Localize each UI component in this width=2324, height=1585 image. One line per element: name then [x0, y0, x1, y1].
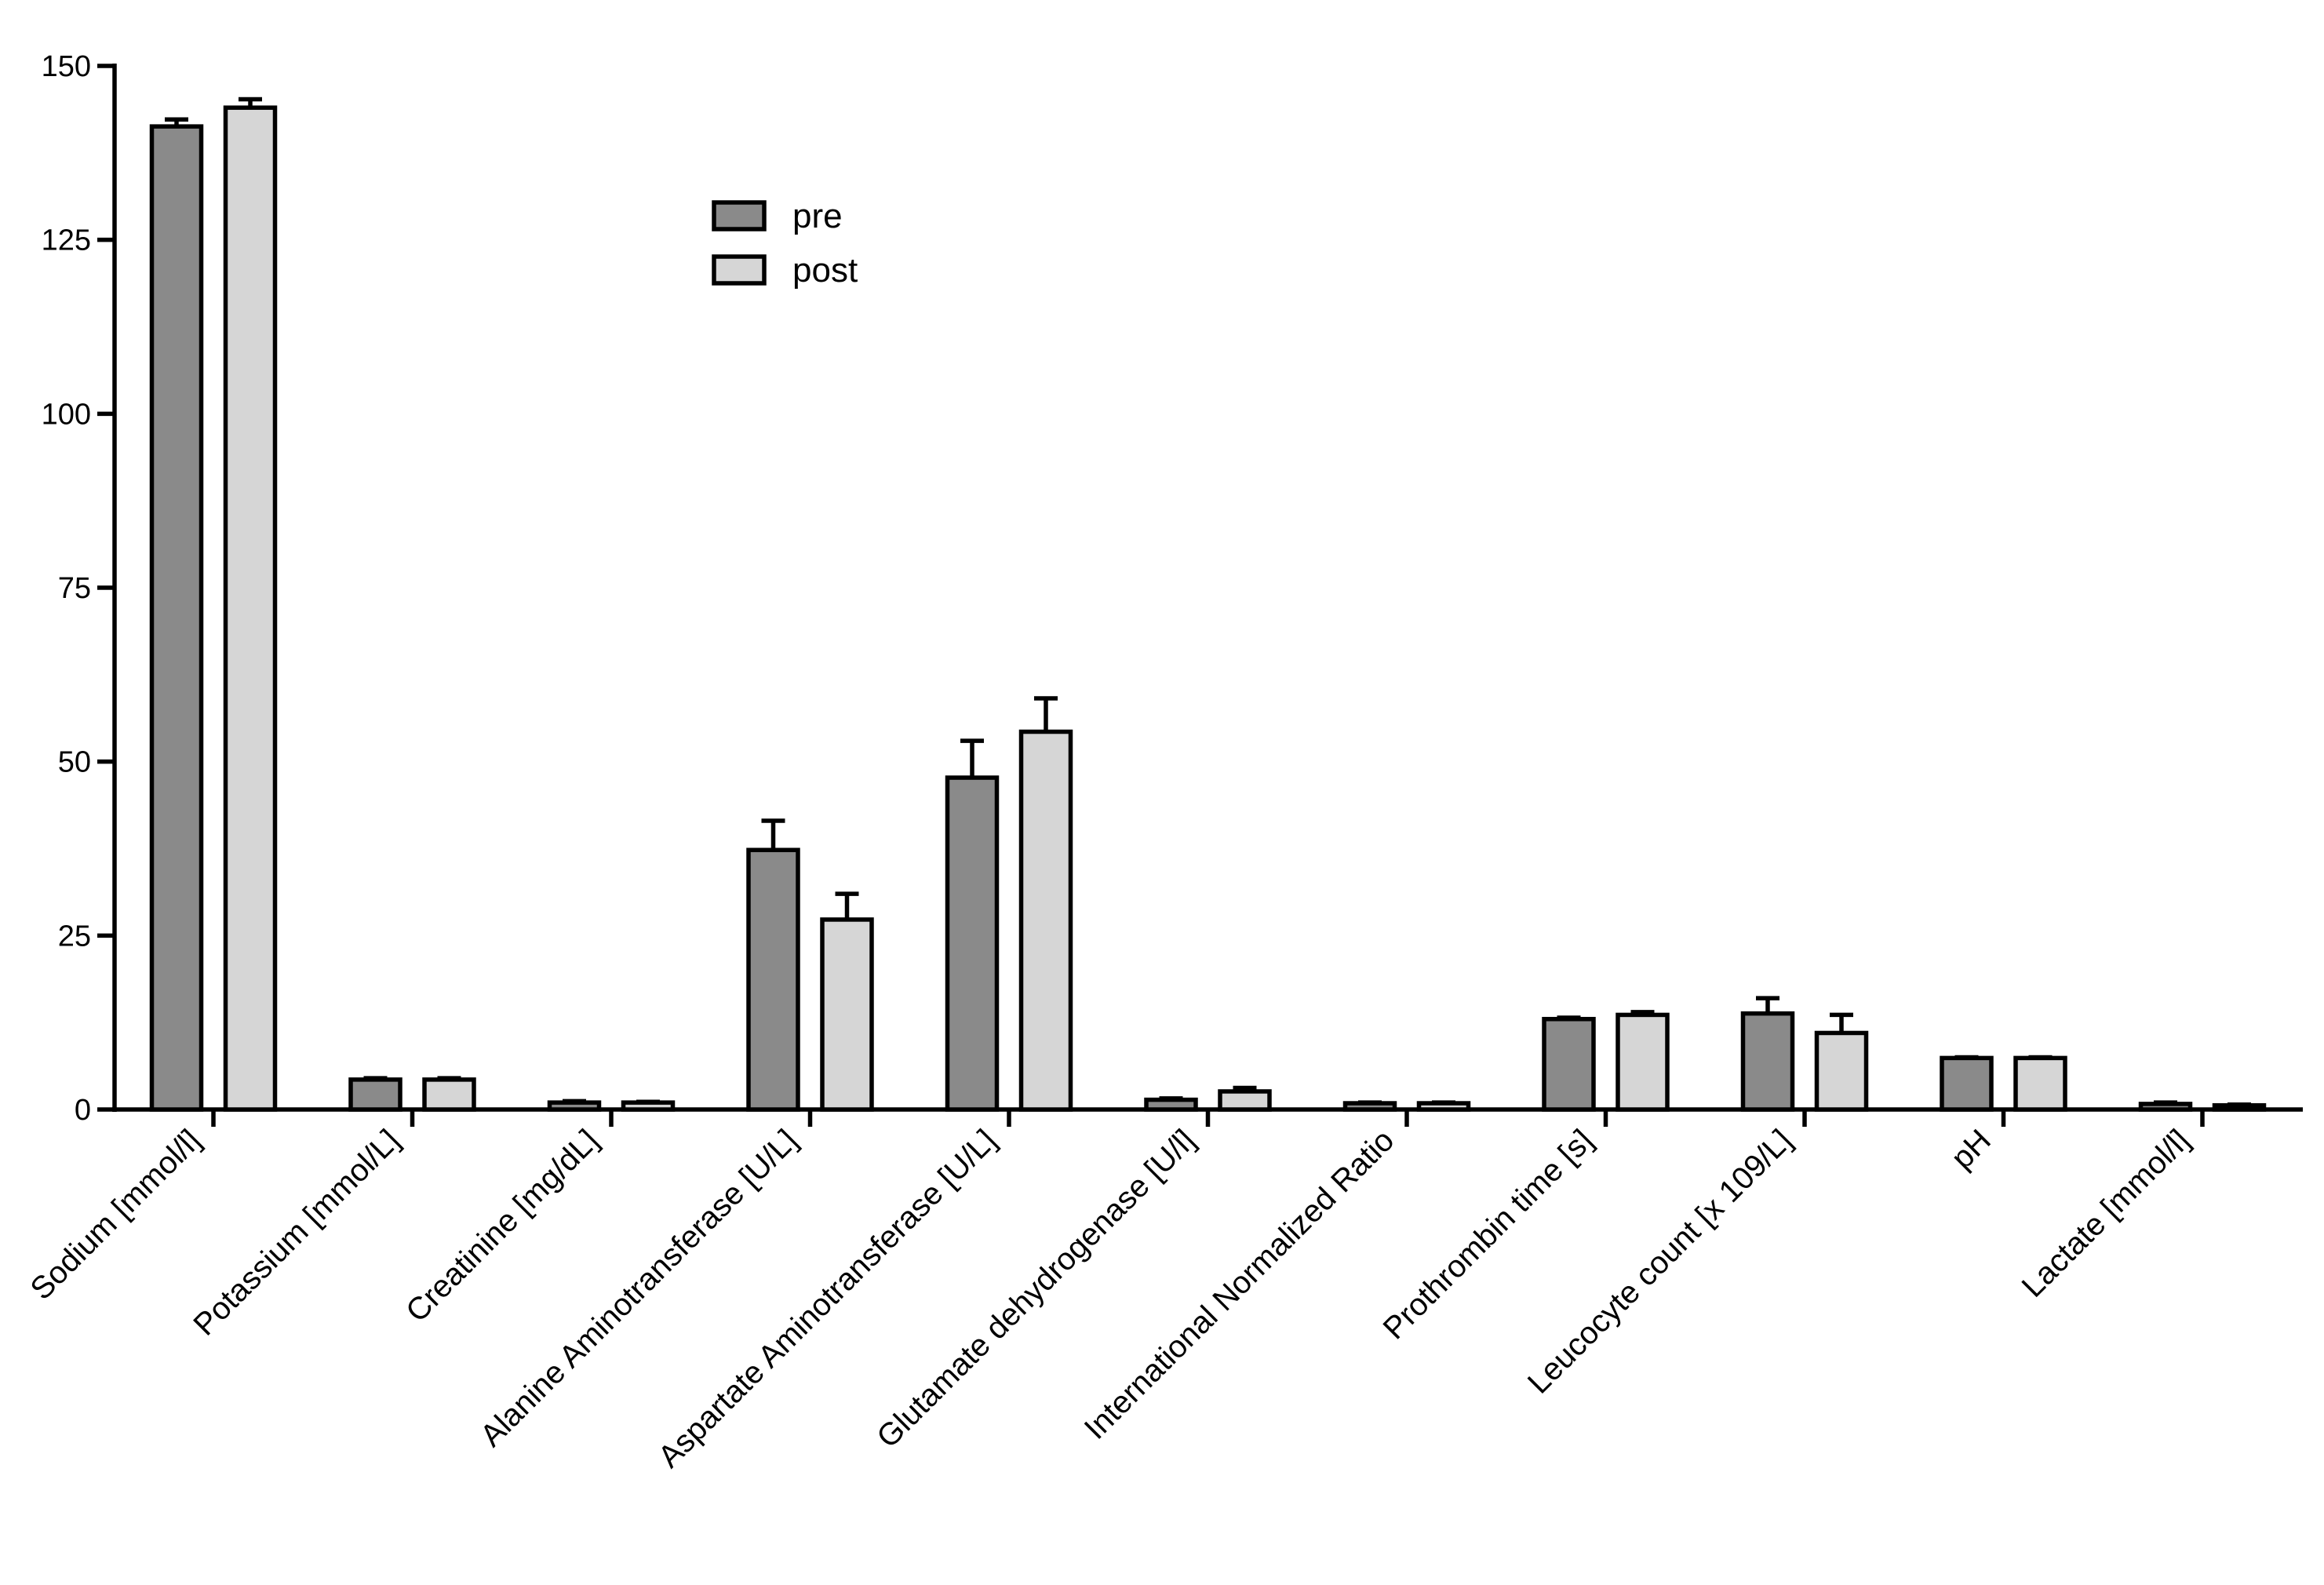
x-axis: Sodium [mmol/l]Potassium [mmol/L]Creatin…: [24, 1107, 2303, 1474]
bar-pre: [945, 775, 1000, 1112]
legend-swatch-pre: [712, 200, 767, 231]
bar-post: [1814, 1030, 1869, 1112]
bar-post: [2013, 1055, 2067, 1112]
bar-post: [1018, 729, 1073, 1112]
y-tick-label: 150: [42, 50, 91, 83]
legend-swatch-post: [712, 254, 767, 286]
y-tick-label: 50: [58, 746, 91, 779]
category-label: Alanine Aminotransferase [U/L]: [474, 1123, 804, 1453]
category-label: Sodium [mmol/l]: [24, 1123, 207, 1306]
bar-pre: [149, 124, 204, 1112]
bars: [149, 97, 2267, 1112]
category-label: Creatinine [mg/dL]: [399, 1123, 605, 1328]
y-tick-label: 100: [42, 398, 91, 431]
category-label: Potassium [mmol/L]: [187, 1123, 406, 1342]
bar-pre: [1542, 1016, 1596, 1112]
category-label: Prothrombin time [s]: [1377, 1123, 1600, 1346]
category-label: Aspartate Aminotransferase [U/L]: [652, 1123, 1004, 1474]
bar-pre: [1940, 1055, 1994, 1112]
category-label: Lactate [mmol/l]: [2016, 1123, 2197, 1304]
y-axis: 0 25 50 75 100 125 150: [42, 50, 117, 1127]
bar-post: [422, 1077, 476, 1112]
bar-pre: [2138, 1102, 2193, 1112]
category-label: Glutamate dehydrogenase [U/l]: [870, 1123, 1202, 1455]
y-tick-label: 75: [58, 572, 91, 605]
y-tick-label: 25: [58, 920, 91, 953]
y-tick-label: 125: [42, 224, 91, 257]
legend: pre post: [712, 197, 858, 290]
bar-pre: [1740, 1011, 1795, 1112]
bar-pre: [547, 1100, 602, 1112]
bar-post: [223, 105, 278, 1112]
legend-label-post: post: [792, 251, 858, 290]
legend-label-pre: pre: [792, 197, 843, 235]
bar-pre: [1144, 1097, 1198, 1112]
bar-pre: [348, 1077, 403, 1112]
y-tick-label: 0: [75, 1094, 91, 1127]
bar-post: [820, 917, 874, 1112]
bar-post: [1616, 1012, 1670, 1112]
category-label: International Normalized Ratio: [1078, 1123, 1401, 1446]
category-label: pH: [1945, 1123, 1998, 1175]
bar-post: [1218, 1089, 1272, 1112]
bar-pre: [746, 847, 800, 1112]
